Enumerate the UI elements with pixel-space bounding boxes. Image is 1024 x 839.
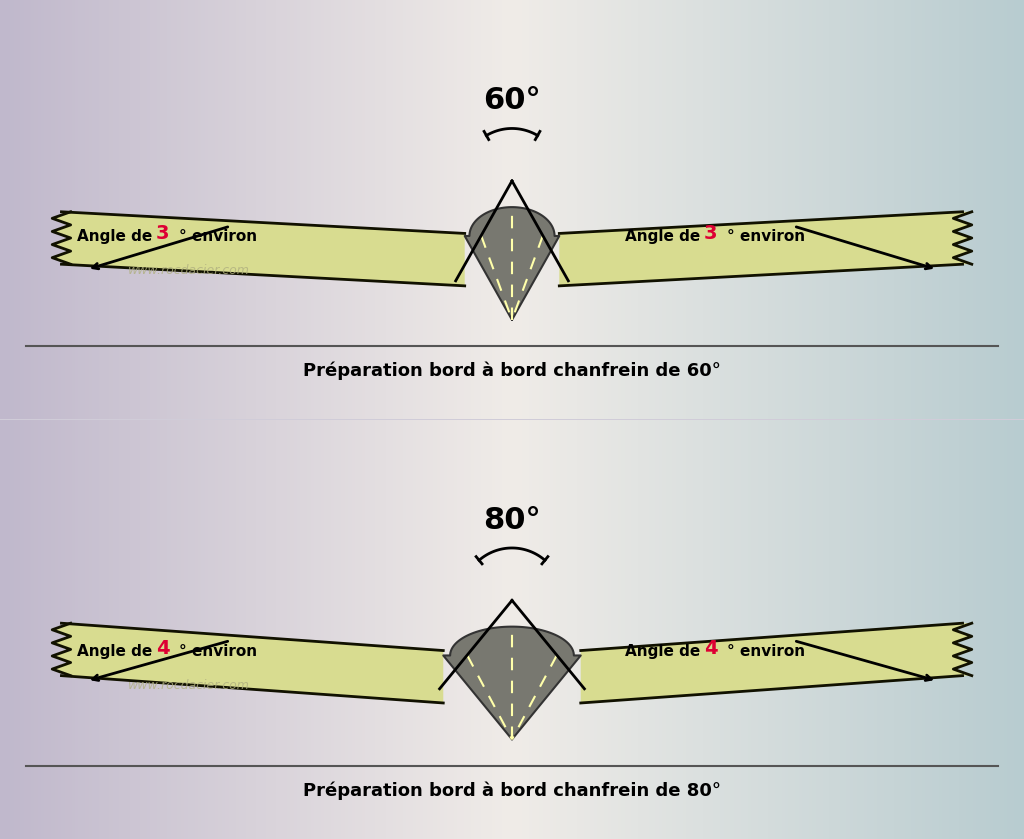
Text: 80°: 80° [483, 506, 541, 535]
Polygon shape [465, 207, 559, 320]
Polygon shape [52, 211, 465, 286]
Text: 3: 3 [705, 225, 718, 243]
Polygon shape [52, 623, 443, 703]
Text: 3: 3 [156, 225, 170, 243]
Text: ° environ: ° environ [727, 644, 805, 659]
Text: www.rocdacier.com: www.rocdacier.com [128, 679, 250, 692]
Text: Préparation bord à bord chanfrein de 60°: Préparation bord à bord chanfrein de 60° [303, 362, 721, 380]
Text: Préparation bord à bord chanfrein de 80°: Préparation bord à bord chanfrein de 80° [303, 781, 721, 800]
Polygon shape [559, 211, 972, 286]
Text: ° environ: ° environ [727, 229, 805, 244]
Polygon shape [581, 623, 972, 703]
Text: Angle de: Angle de [625, 644, 706, 659]
Text: 4: 4 [156, 639, 170, 658]
Text: ° environ: ° environ [179, 229, 257, 244]
Text: Angle de: Angle de [77, 229, 158, 244]
Text: Angle de: Angle de [77, 644, 158, 659]
Text: ° environ: ° environ [179, 644, 257, 659]
Text: 60°: 60° [483, 86, 541, 115]
Text: www.rocdacier.com: www.rocdacier.com [128, 264, 250, 277]
Polygon shape [443, 627, 581, 739]
Text: 4: 4 [705, 639, 718, 658]
Text: Angle de: Angle de [625, 229, 706, 244]
